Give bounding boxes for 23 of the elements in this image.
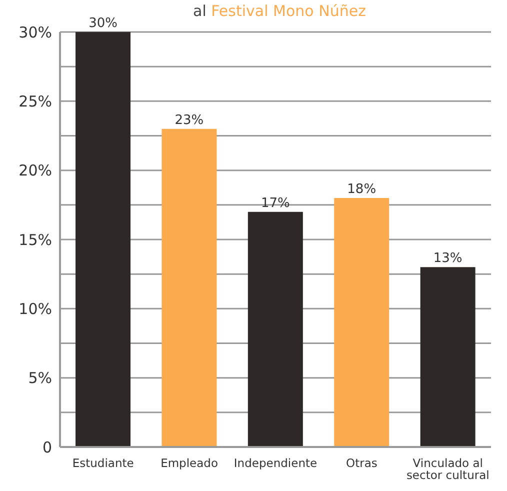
x-tick-label: Otras (346, 456, 378, 470)
bar (162, 128, 217, 447)
y-tick-label: 5% (28, 369, 52, 388)
x-tick-label: Empleado (160, 456, 218, 470)
y-tick-label: 30% (18, 23, 52, 42)
bar (76, 32, 131, 447)
y-tick-label: 15% (18, 230, 52, 249)
y-tick-label: 25% (18, 92, 52, 110)
chart-title: al Festival Mono Núñez (193, 2, 366, 20)
x-tick-label: Estudiante (72, 456, 134, 470)
data-label: 17% (260, 196, 290, 211)
data-label: 23% (174, 112, 204, 128)
bar (420, 267, 476, 447)
data-label: 18% (347, 182, 376, 197)
y-tick-label: 0 (42, 438, 52, 456)
data-label: 30% (88, 16, 118, 31)
x-tick-label: Independiente (234, 456, 318, 470)
bar (334, 198, 390, 447)
y-tick-label: 20% (18, 162, 52, 180)
x-tick-label: Vinculado al sector cultural (406, 456, 490, 482)
data-label: 13% (433, 251, 462, 266)
bar (248, 212, 303, 447)
y-tick-label: 10% (18, 300, 52, 318)
